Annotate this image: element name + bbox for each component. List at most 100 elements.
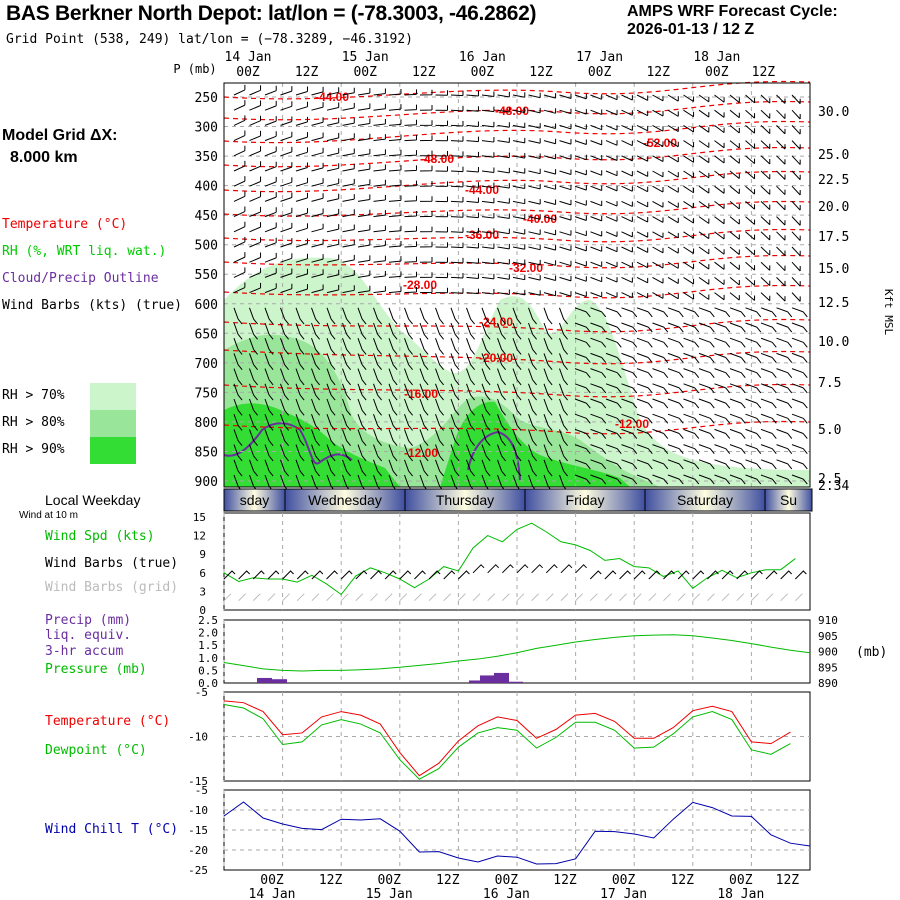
wind-barb bbox=[776, 398, 793, 409]
wind-barb bbox=[264, 237, 277, 248]
wind-barb bbox=[435, 211, 448, 218]
wind-barb bbox=[249, 161, 262, 172]
wind-barb bbox=[636, 383, 653, 394]
wind-barb bbox=[683, 322, 700, 333]
pressure-tick-label: 650 bbox=[195, 327, 218, 342]
height-tick-label: 5.0 bbox=[818, 423, 841, 438]
wind-barb bbox=[481, 368, 491, 386]
bottom-date-label: 14 Jan bbox=[249, 887, 296, 900]
wind-barb bbox=[667, 383, 684, 394]
wind-barb bbox=[528, 138, 541, 144]
wind-barb-grid bbox=[340, 593, 349, 602]
wind-barb bbox=[233, 353, 243, 370]
wind-barb bbox=[559, 368, 568, 386]
wind-barb bbox=[776, 459, 793, 470]
wind-barb bbox=[311, 398, 320, 416]
wind-barb bbox=[357, 429, 367, 446]
wind-barb bbox=[559, 260, 572, 267]
wind-barb bbox=[450, 429, 460, 446]
wind-barb bbox=[683, 261, 695, 270]
wind-barb bbox=[698, 216, 710, 224]
wind-barb bbox=[497, 122, 510, 128]
rh80-swatch bbox=[90, 410, 136, 437]
wind-barb bbox=[729, 368, 746, 379]
wind-chill-legend: Wind Chill T (°C) bbox=[45, 822, 179, 837]
model-grid-value: 8.000 km bbox=[10, 149, 78, 166]
isotherm-label: -44.00 bbox=[315, 90, 349, 104]
wind-barb bbox=[559, 230, 572, 236]
wind-barb-true bbox=[355, 570, 368, 580]
top-time-tick: 00Z bbox=[705, 65, 729, 80]
wind-barb bbox=[605, 292, 618, 298]
pressure-tick-label: 450 bbox=[195, 209, 218, 224]
wind-barb bbox=[559, 398, 568, 416]
wind-barb bbox=[528, 368, 537, 386]
wind-barb bbox=[497, 353, 506, 370]
wind-barb bbox=[574, 474, 591, 485]
wind-barb bbox=[311, 269, 324, 278]
wind-barb-true bbox=[399, 570, 412, 580]
wind-barb bbox=[667, 124, 679, 133]
wind-barb bbox=[311, 162, 324, 172]
wind-barb bbox=[249, 459, 258, 477]
wind-barb bbox=[435, 196, 448, 203]
wind-barb bbox=[729, 322, 746, 333]
wind-barb bbox=[776, 413, 793, 424]
wind-barb bbox=[419, 307, 429, 325]
wind-barb bbox=[745, 109, 756, 119]
wind-barb bbox=[326, 322, 336, 340]
wind-barb bbox=[528, 153, 541, 159]
pressure-tick-label: 300 bbox=[195, 121, 218, 136]
wind-barb bbox=[605, 368, 622, 379]
wind-barb bbox=[574, 398, 591, 409]
wind-barb bbox=[745, 261, 756, 271]
wind-barb bbox=[233, 252, 246, 263]
wind-barb bbox=[605, 246, 618, 253]
wind-barb bbox=[714, 428, 731, 439]
wind-barb bbox=[729, 277, 740, 286]
wind-barb bbox=[683, 155, 695, 163]
wind-barb bbox=[280, 238, 293, 248]
legend-temperature: Temperature (°C) bbox=[2, 217, 128, 232]
wind-barb bbox=[621, 216, 633, 223]
grid-point-label: Grid Point (538, 249) lat/lon = (−78.328… bbox=[6, 32, 413, 47]
wind-barb bbox=[481, 398, 491, 416]
wind-barb bbox=[357, 103, 371, 111]
wind-barb bbox=[729, 231, 740, 240]
wind-barb bbox=[295, 147, 308, 157]
wind-barb bbox=[419, 165, 433, 172]
wind-barb bbox=[590, 246, 603, 252]
dewpoint-line bbox=[223, 703, 791, 780]
wind-barb bbox=[698, 261, 710, 270]
wind-barb bbox=[760, 125, 771, 134]
wind-barb bbox=[450, 242, 464, 249]
wind-barb bbox=[729, 413, 746, 424]
wind-barb bbox=[683, 170, 695, 178]
wind-barb bbox=[652, 216, 664, 223]
wind-barb bbox=[574, 200, 587, 206]
wind-barb bbox=[466, 322, 475, 340]
wind-barb bbox=[543, 338, 553, 355]
wind-barb bbox=[295, 177, 308, 187]
wind-barb bbox=[683, 383, 700, 394]
wind-barb bbox=[652, 322, 669, 333]
wind-barb bbox=[559, 459, 568, 477]
pressure-axis-label: P (mb) bbox=[173, 62, 216, 76]
wind-barb bbox=[652, 231, 664, 239]
wind-barb bbox=[760, 322, 777, 333]
wind-barb bbox=[559, 123, 572, 130]
height-tick-label: 30.0 bbox=[818, 105, 849, 120]
wind-barb bbox=[419, 196, 433, 202]
isotherm-line bbox=[223, 318, 811, 333]
wind-barb bbox=[249, 368, 258, 386]
wind-barb bbox=[357, 270, 371, 278]
wind-barb bbox=[512, 444, 522, 462]
wind-barb bbox=[745, 170, 756, 180]
wind-barb-grid bbox=[604, 593, 613, 602]
wind-barb bbox=[357, 368, 367, 386]
wind-barb bbox=[667, 170, 679, 178]
wind-barb bbox=[326, 353, 336, 370]
wind-barb bbox=[450, 398, 460, 416]
wind-barb bbox=[590, 291, 603, 298]
wind-barb bbox=[621, 413, 638, 424]
